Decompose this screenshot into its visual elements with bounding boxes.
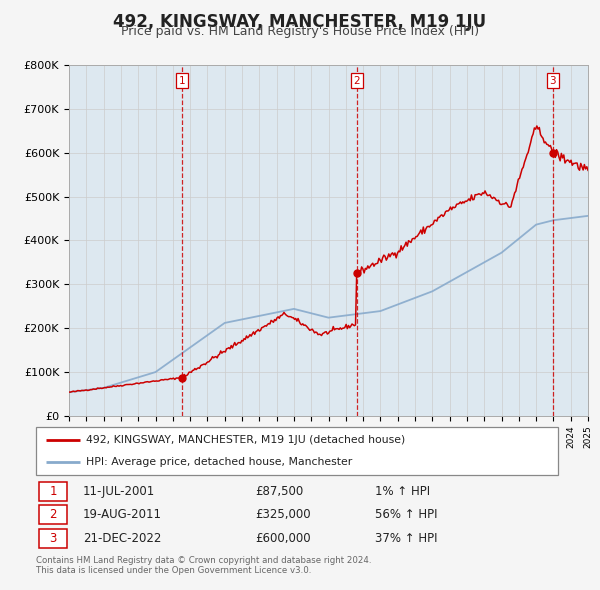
Text: 19-AUG-2011: 19-AUG-2011 <box>83 508 162 522</box>
Text: 1: 1 <box>179 76 185 86</box>
Bar <box>38 529 67 548</box>
Text: HPI: Average price, detached house, Manchester: HPI: Average price, detached house, Manc… <box>86 457 352 467</box>
Text: 492, KINGSWAY, MANCHESTER, M19 1JU: 492, KINGSWAY, MANCHESTER, M19 1JU <box>113 13 487 31</box>
Text: 56% ↑ HPI: 56% ↑ HPI <box>376 508 438 522</box>
Bar <box>38 481 67 501</box>
Bar <box>38 505 67 525</box>
Text: £87,500: £87,500 <box>255 484 304 498</box>
Text: 3: 3 <box>49 532 56 545</box>
Text: Contains HM Land Registry data © Crown copyright and database right 2024.
This d: Contains HM Land Registry data © Crown c… <box>36 556 371 575</box>
Text: 2: 2 <box>353 76 360 86</box>
Text: 37% ↑ HPI: 37% ↑ HPI <box>376 532 438 545</box>
Text: 492, KINGSWAY, MANCHESTER, M19 1JU (detached house): 492, KINGSWAY, MANCHESTER, M19 1JU (deta… <box>86 435 405 445</box>
Text: 1: 1 <box>49 484 57 498</box>
Text: 1% ↑ HPI: 1% ↑ HPI <box>376 484 430 498</box>
Text: 11-JUL-2001: 11-JUL-2001 <box>83 484 155 498</box>
Text: 3: 3 <box>550 76 556 86</box>
Text: Price paid vs. HM Land Registry's House Price Index (HPI): Price paid vs. HM Land Registry's House … <box>121 25 479 38</box>
Text: 2: 2 <box>49 508 57 522</box>
Text: £600,000: £600,000 <box>255 532 311 545</box>
Text: 21-DEC-2022: 21-DEC-2022 <box>83 532 161 545</box>
Text: £325,000: £325,000 <box>255 508 311 522</box>
Bar <box>69 65 588 416</box>
